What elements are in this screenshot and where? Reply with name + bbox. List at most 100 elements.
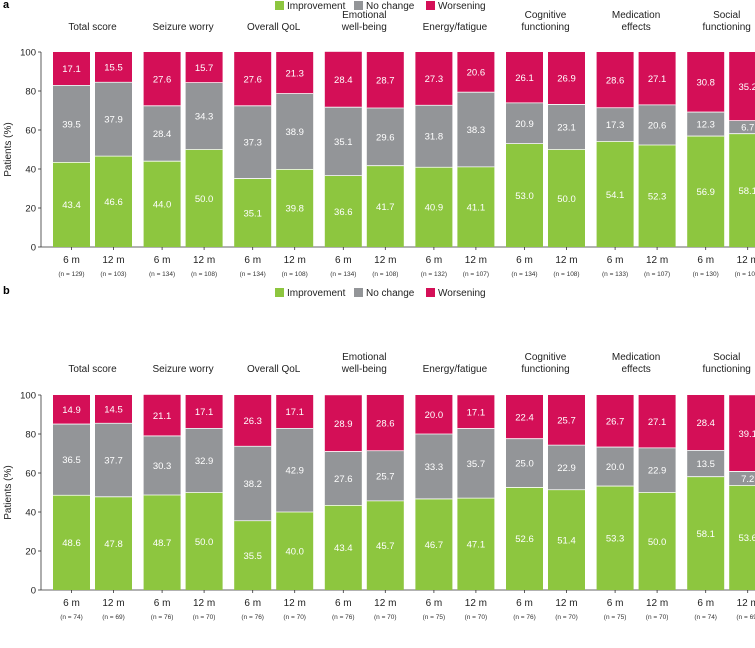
x-tick-label: 12 m bbox=[193, 255, 215, 266]
legend-item: No change bbox=[354, 1, 415, 12]
bar-segment-worsening bbox=[234, 395, 272, 447]
sample-size-label: (n = 69) bbox=[102, 614, 125, 621]
x-tick-label: 6 m bbox=[697, 255, 714, 266]
data-label: 23.1 bbox=[557, 122, 576, 133]
data-label: 33.3 bbox=[425, 462, 444, 473]
group-title: well-being bbox=[341, 22, 387, 33]
data-label: 58.1 bbox=[696, 529, 715, 540]
bar-segment-no-change bbox=[596, 447, 634, 487]
bar-segment-worsening bbox=[638, 52, 676, 105]
group-title: Seizure worry bbox=[153, 22, 214, 33]
x-tick-label: 6 m bbox=[516, 598, 533, 609]
data-label: 14.9 bbox=[62, 405, 81, 416]
legend-label: No change bbox=[366, 1, 415, 12]
x-tick-label: 12 m bbox=[465, 255, 487, 266]
bar-segment-worsening bbox=[366, 52, 404, 108]
bar-segment-worsening bbox=[687, 395, 725, 451]
data-label: 35.5 bbox=[243, 551, 262, 562]
x-tick-label: 6 m bbox=[154, 255, 171, 266]
legend: Improvement No change Worsening bbox=[275, 1, 486, 12]
data-label: 34.3 bbox=[195, 112, 214, 123]
sample-size-label: (n = 70) bbox=[555, 614, 578, 621]
y-tick-label: 60 bbox=[25, 469, 36, 480]
y-tick-label: 40 bbox=[25, 508, 36, 519]
bar: 41.7 29.6 28.7 12 m (n = 108) bbox=[366, 52, 404, 278]
data-label: 7.2 bbox=[741, 474, 754, 485]
data-label: 42.9 bbox=[285, 466, 304, 477]
bar-segment-no-change bbox=[548, 104, 585, 150]
data-label: 32.9 bbox=[195, 456, 214, 467]
data-label: 20.0 bbox=[425, 410, 444, 421]
bar-segment-no-change bbox=[53, 424, 90, 496]
legend-label: Improvement bbox=[287, 1, 346, 12]
x-tick-label: 12 m bbox=[374, 255, 396, 266]
data-label: 17.3 bbox=[606, 120, 625, 131]
data-label: 37.7 bbox=[104, 456, 123, 467]
sample-size-label: (n = 108) bbox=[553, 271, 579, 278]
bar-segment-worsening bbox=[729, 395, 755, 472]
group-title: Overall QoL bbox=[247, 364, 301, 375]
data-label: 22.4 bbox=[515, 412, 534, 423]
bar: 47.8 37.7 14.5 12 m (n = 69) bbox=[95, 395, 132, 621]
bar-group: Overall QoL 35.5 38.2 26.3 6 m (n = 76) 40.0 42… bbox=[234, 364, 314, 621]
bar-segment-improvement bbox=[95, 496, 132, 590]
bar-segment-improvement bbox=[143, 161, 181, 247]
x-tick-label: 6 m bbox=[426, 598, 443, 609]
data-label: 17.1 bbox=[195, 407, 214, 418]
x-tick-label: 6 m bbox=[63, 598, 80, 609]
legend-item: Worsening bbox=[426, 1, 486, 12]
x-tick-label: 12 m bbox=[284, 598, 306, 609]
bar-segment-improvement bbox=[53, 162, 90, 247]
bar-segment-no-change bbox=[143, 105, 181, 162]
sample-size-label: (n = 70) bbox=[283, 614, 306, 621]
bar-segment-no-change bbox=[234, 446, 272, 521]
data-label: 31.8 bbox=[425, 132, 444, 143]
data-label: 30.3 bbox=[153, 461, 172, 472]
legend-swatch bbox=[354, 1, 363, 10]
bar: 40.9 31.8 27.3 6 m (n = 132) bbox=[415, 52, 453, 278]
bar-segment-no-change bbox=[548, 445, 585, 490]
bar-segment-no-change bbox=[687, 112, 725, 137]
data-label: 21.1 bbox=[153, 411, 172, 422]
data-label: 38.9 bbox=[285, 127, 304, 138]
sample-size-label: (n = 134) bbox=[511, 271, 537, 278]
bar-segment-worsening bbox=[234, 52, 272, 106]
group-title: Cognitive bbox=[525, 10, 567, 21]
data-label: 41.1 bbox=[467, 202, 486, 213]
bar-segment-no-change bbox=[95, 82, 132, 157]
y-tick-label: 0 bbox=[31, 586, 36, 597]
bar-segment-no-change bbox=[185, 82, 223, 150]
bar-segment-worsening bbox=[95, 395, 132, 424]
bar: 50.0 22.9 27.1 12 m (n = 70) bbox=[638, 395, 676, 621]
bar-segment-no-change bbox=[143, 435, 181, 496]
data-label: 53.3 bbox=[606, 534, 625, 545]
bar-segment-worsening bbox=[366, 395, 404, 451]
sample-size-label: (n = 134) bbox=[149, 271, 175, 278]
sample-size-label: (n = 76) bbox=[151, 614, 174, 621]
bar-segment-worsening bbox=[687, 52, 725, 113]
group-title: Energy/fatigue bbox=[423, 22, 488, 33]
data-label: 41.7 bbox=[376, 202, 395, 213]
data-label: 28.6 bbox=[376, 418, 395, 429]
sample-size-label: (n = 108) bbox=[372, 271, 398, 278]
data-label: 47.1 bbox=[467, 540, 486, 551]
legend-swatch bbox=[354, 288, 363, 297]
x-tick-label: 6 m bbox=[335, 598, 352, 609]
group-title: Medication bbox=[612, 10, 660, 21]
data-label: 35.1 bbox=[243, 208, 262, 219]
data-label: 44.0 bbox=[153, 200, 172, 211]
bar-segment-improvement bbox=[234, 178, 272, 247]
data-label: 40.9 bbox=[425, 203, 444, 214]
data-label: 13.5 bbox=[696, 459, 715, 470]
bar-segment-no-change bbox=[638, 104, 676, 146]
legend-item: Worsening bbox=[426, 288, 486, 299]
group-title: Social bbox=[713, 10, 740, 21]
bar-segment-worsening bbox=[596, 52, 634, 108]
data-label: 20.6 bbox=[648, 120, 667, 131]
group-title: functioning bbox=[703, 364, 751, 375]
bar-group: Energy/fatigue 40.9 31.8 27.3 6 m (n = 132) 41… bbox=[415, 22, 495, 278]
data-label: 53.0 bbox=[515, 191, 534, 202]
